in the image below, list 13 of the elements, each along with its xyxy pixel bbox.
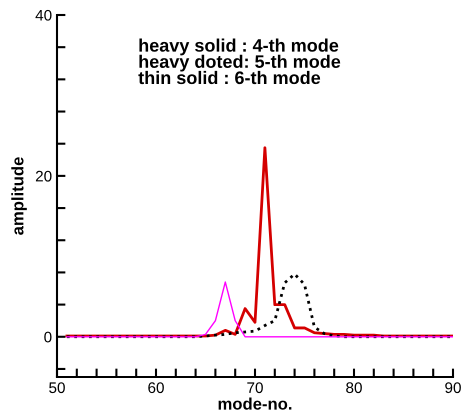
x-tick-label: 50 (49, 382, 65, 394)
annotation: heavy doted: 5-th mode (139, 54, 340, 72)
y-tick-label: 20 (36, 170, 52, 182)
x-tick-label: 70 (247, 382, 263, 394)
x-tick-label: 90 (445, 382, 461, 394)
x-tick-label: 80 (346, 382, 362, 394)
annotation: heavy solid : 4-th mode (139, 38, 338, 56)
y-tick-label: 0 (44, 332, 52, 342)
x-tick-label: 60 (148, 382, 164, 394)
y-tick-label: 40 (36, 10, 52, 21)
annotation: thin solid : 6-th mode (138, 70, 320, 84)
x-axis-title: mode-no. (218, 397, 292, 410)
y-axis-title: amplitude (11, 157, 27, 235)
